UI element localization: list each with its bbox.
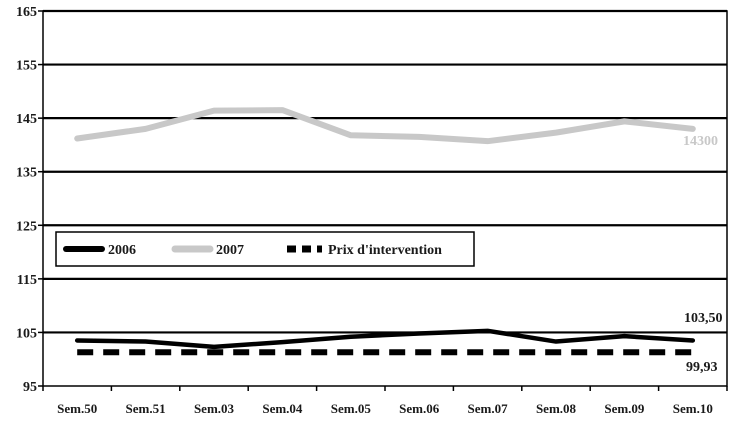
series-line-2007 [74, 107, 696, 145]
x-axis-ticks: Sem.50 Sem.51 Sem.03 Sem.04 Sem.05 Sem.06 Sem.… [42, 386, 728, 416]
y-tick-label: 155 [16, 59, 37, 74]
plot-border [42, 10, 728, 387]
legend-label-2006: 2006 [108, 243, 136, 258]
legend: 2006 2007 Prix d'intervention [55, 231, 475, 267]
y-axis-ticks: 95 105 115 125 135 145 155 165 [16, 5, 43, 395]
x-tick-label: Sem.09 [604, 401, 645, 416]
x-tick-label: Sem.51 [126, 401, 166, 416]
y-tick-label: 115 [17, 273, 37, 288]
x-tick-label: Sem.06 [399, 401, 440, 416]
legend-label-intervention: Prix d'intervention [328, 243, 442, 258]
x-tick-label: Sem.08 [536, 401, 577, 416]
y-tick-label: 125 [16, 219, 37, 234]
series-line-2006 [74, 328, 696, 350]
y-tick-label: 165 [16, 5, 37, 20]
legend-box [55, 231, 475, 267]
x-tick-label: Sem.07 [468, 401, 509, 416]
x-tick-label: Sem.03 [194, 401, 235, 416]
annotation-2007-value: 14300 [683, 134, 718, 149]
annotation-2006-value: 103,50 [684, 311, 723, 326]
y-tick-label: 105 [16, 326, 37, 341]
series-lines [74, 107, 696, 356]
x-tick-label: Sem.10 [673, 401, 713, 416]
x-tick-label: Sem.50 [57, 401, 97, 416]
x-tick-label: Sem.05 [331, 401, 372, 416]
y-tick-label: 95 [23, 380, 37, 395]
x-tick-label: Sem.04 [262, 401, 303, 416]
y-tick-label: 145 [16, 112, 37, 127]
y-tick-label: 135 [16, 166, 37, 181]
annotation-intervention-value: 99,93 [686, 360, 718, 375]
legend-label-2007: 2007 [216, 243, 244, 258]
grid-lines [43, 9, 727, 334]
